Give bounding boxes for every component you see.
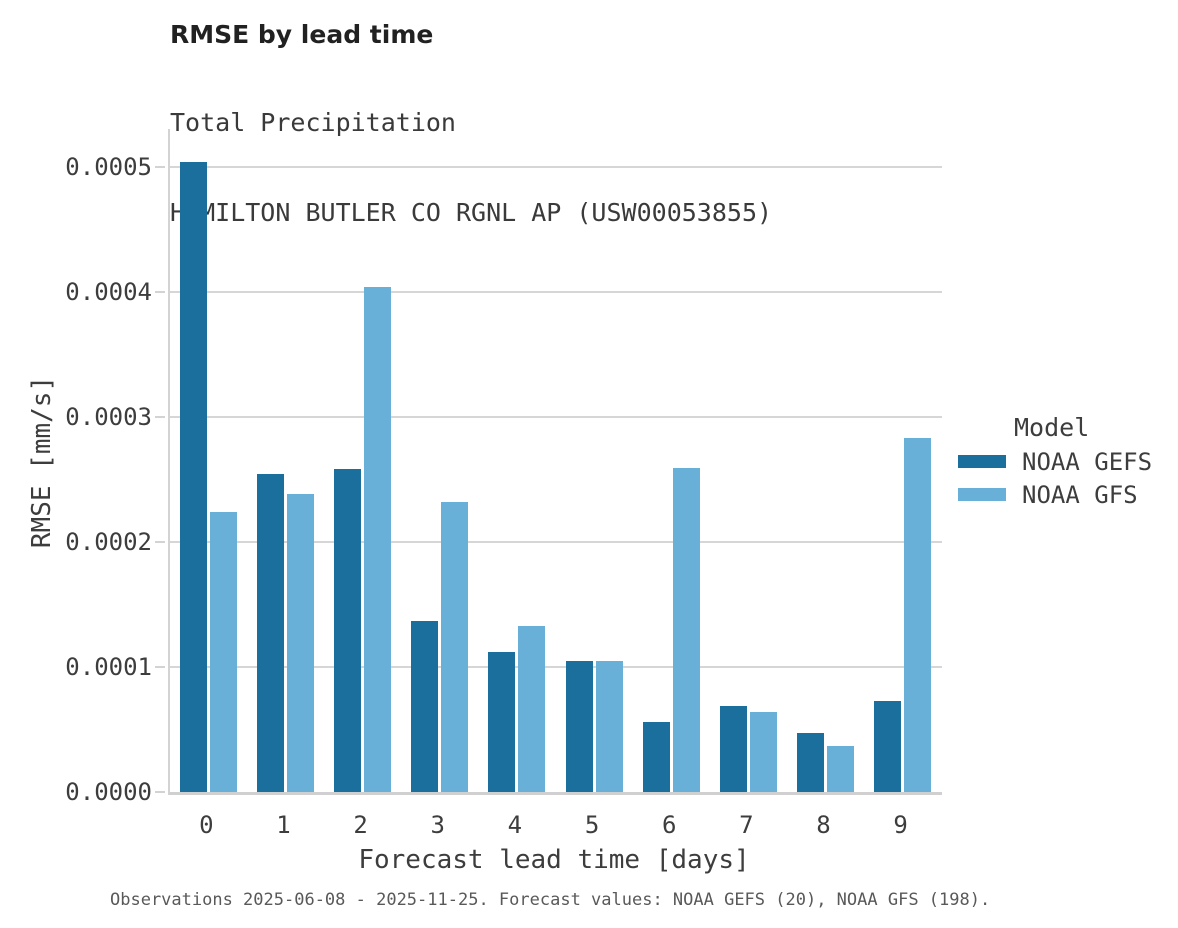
bar-noaa-gefs-lead-6 (642, 721, 670, 792)
x-tick-label: 5 (584, 811, 600, 839)
bar-noaa-gefs-lead-5 (565, 660, 593, 792)
x-axis-title: Forecast lead time [days] (358, 845, 750, 875)
chart-title: RMSE by lead time (170, 20, 434, 49)
gridline (170, 540, 942, 543)
bar-noaa-gfs-lead-4 (518, 625, 546, 792)
x-tick-label: 1 (276, 811, 291, 839)
gridline (170, 415, 942, 418)
y-tick-label: 0.0002 (65, 527, 152, 556)
caption: Observations 2025-06-08 - 2025-11-25. Fo… (110, 890, 991, 910)
x-tick-label: 0 (199, 811, 214, 839)
bar-noaa-gefs-lead-2 (334, 469, 362, 792)
bar-noaa-gefs-lead-0 (179, 161, 207, 792)
gridline (170, 665, 942, 668)
bar-noaa-gefs-lead-7 (719, 705, 747, 792)
legend-swatch-icon (958, 455, 1006, 468)
legend-swatch-icon (958, 488, 1006, 501)
y-axis-tick (155, 290, 165, 293)
x-tick-label: 9 (893, 811, 908, 839)
y-axis-tick (155, 665, 165, 668)
y-tick-label: 0.0004 (65, 277, 152, 306)
x-tick-label: 3 (430, 811, 445, 839)
plot-area (168, 129, 942, 795)
legend-row: NOAA GEFS (958, 447, 1153, 476)
chart-subtitle-block: Total Precipitation HAMILTON BUTLER CO R… (170, 48, 772, 288)
bar-noaa-gfs-lead-0 (209, 511, 237, 792)
bar-noaa-gfs-lead-5 (595, 660, 623, 792)
gridline (170, 290, 942, 293)
bar-noaa-gfs-lead-7 (749, 711, 777, 792)
chart-subtitle-variable: Total Precipitation (170, 108, 456, 137)
bar-noaa-gfs-lead-9 (904, 437, 932, 792)
y-axis-title: RMSE [mm/s] (27, 375, 57, 549)
x-tick-label: 2 (353, 811, 368, 839)
bar-noaa-gefs-lead-1 (256, 474, 284, 792)
y-axis-tick (155, 415, 165, 418)
y-axis-tick (155, 791, 165, 793)
bar-noaa-gefs-lead-9 (874, 700, 902, 792)
y-tick-label: 0.0003 (65, 402, 152, 431)
bar-noaa-gefs-lead-3 (411, 620, 439, 792)
y-axis-tick (155, 540, 165, 543)
x-tick-label: 6 (661, 811, 677, 839)
x-tick-label: 8 (816, 811, 831, 839)
legend-label: NOAA GEFS (1022, 447, 1153, 476)
y-tick-label: 0.0000 (65, 778, 152, 806)
bar-noaa-gefs-lead-4 (488, 651, 516, 792)
chart-subtitle-station: HAMILTON BUTLER CO RGNL AP (USW00053855) (170, 198, 773, 227)
y-axis-tick (155, 165, 165, 168)
x-tick-label: 4 (507, 811, 523, 839)
y-tick-label: 0.0005 (65, 152, 152, 181)
legend-label: NOAA GFS (1022, 480, 1138, 509)
legend: NOAA GEFS NOAA GFS (958, 447, 1153, 509)
y-tick-label: 0.0001 (65, 652, 152, 681)
legend-row: NOAA GFS (958, 480, 1152, 509)
bar-noaa-gefs-lead-8 (797, 733, 824, 792)
bar-noaa-gfs-lead-2 (364, 286, 392, 792)
gridline (170, 165, 942, 168)
bar-noaa-gfs-lead-3 (441, 501, 469, 792)
bar-noaa-gfs-lead-6 (672, 468, 700, 792)
bar-noaa-gfs-lead-1 (286, 494, 314, 792)
bar-noaa-gfs-lead-8 (827, 745, 854, 792)
x-tick-label: 7 (739, 811, 754, 839)
legend-title: Model (1014, 413, 1090, 442)
